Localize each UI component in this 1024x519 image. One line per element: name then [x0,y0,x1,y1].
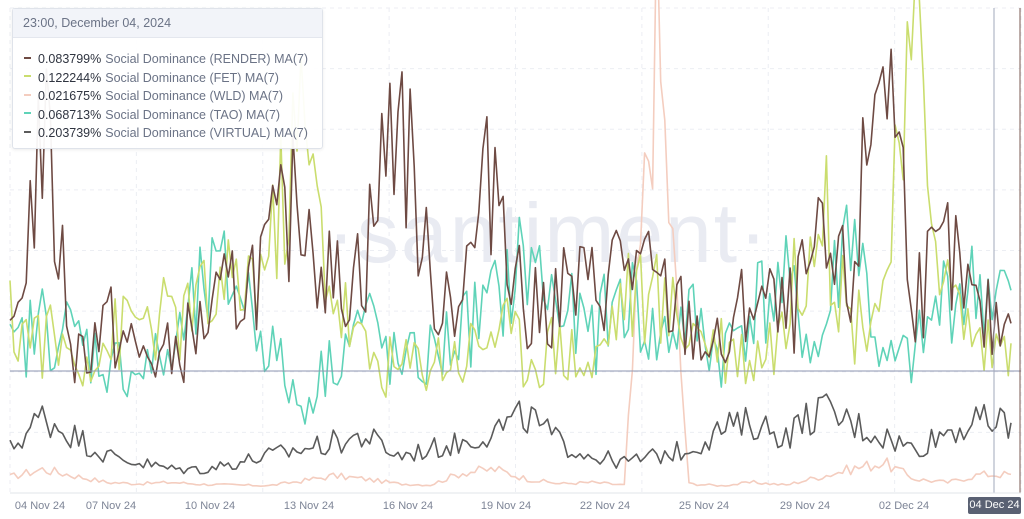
tooltip-row-fet: 0.122244% Social Dominance (FET) MA(7) [24,69,322,88]
x-tick-label: 16 Nov 24 [383,500,433,512]
tooltip: 23:00, December 04, 2024 0.083799% Social… [12,8,323,149]
render-swatch-icon [24,56,31,59]
santiment-watermark: ·santiment· [327,186,769,280]
x-axis-ticks: 04 Nov 24 07 Nov 24 10 Nov 24 13 Nov 24 16 N… [15,500,929,512]
tooltip-rows: 0.083799% Social Dominance (RENDER) MA(7)… [13,38,322,143]
series-layer [9,0,1012,487]
tao-swatch-icon [24,112,31,115]
x-tick-label: 25 Nov 24 [679,500,729,512]
series-line-social-dominance-render-ma [9,48,1012,384]
virtual-swatch-icon [24,130,31,133]
x-tick-label: 10 Nov 24 [185,500,235,512]
series-line-social-dominance-wld-ma [9,0,1012,487]
tooltip-row-tao: 0.068713% Social Dominance (TAO) MA(7) [24,106,322,125]
fet-swatch-icon [24,75,31,78]
x-tick-label: 07 Nov 24 [86,500,136,512]
x-tick-label: 19 Nov 24 [481,500,531,512]
tooltip-row-virtual: 0.203739% Social Dominance (VIRTUAL) MA(7… [24,124,322,143]
x-tick-label: 22 Nov 24 [580,500,630,512]
wld-swatch-icon [24,93,31,96]
x-tick-label: 13 Nov 24 [284,500,334,512]
grid [9,7,1022,494]
tooltip-row-render: 0.083799% Social Dominance (RENDER) MA(7) [24,50,322,69]
tooltip-row-wld: 0.021675% Social Dominance (WLD) MA(7) [24,87,322,106]
crosshair-date-badge: 04 Dec 24 [968,497,1021,514]
series-line-social-dominance-virtual-ma [9,393,1012,475]
x-tick-label: 29 Nov 24 [780,500,830,512]
x-tick-label: 02 Dec 24 [879,500,929,512]
x-tick-label: 04 Nov 24 [15,500,65,512]
tooltip-date: 23:00, December 04, 2024 [13,9,322,38]
